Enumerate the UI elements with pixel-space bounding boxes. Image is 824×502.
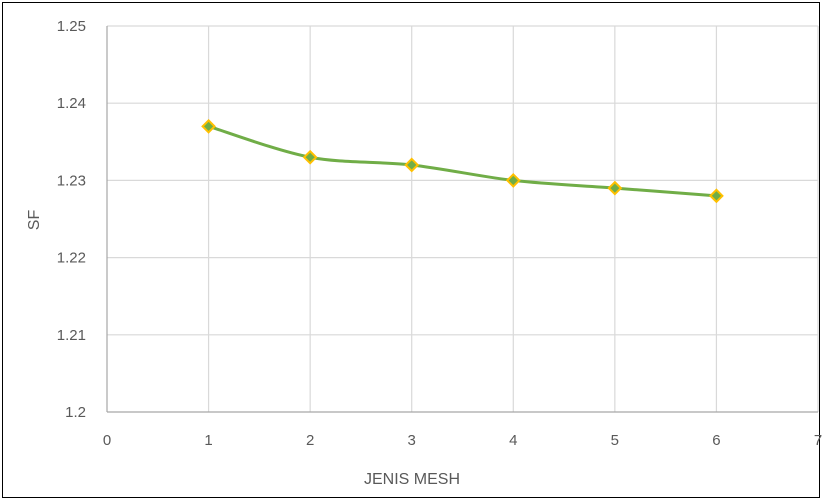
x-tick-label: 0 <box>103 432 111 449</box>
data-point-marker <box>709 188 724 204</box>
y-tick-label: 1.23 <box>57 172 86 189</box>
x-tick-label: 5 <box>611 432 619 449</box>
x-tick-label: 6 <box>712 432 720 449</box>
x-tick-label: 7 <box>814 432 822 449</box>
y-axis-title: SF <box>26 210 43 231</box>
y-tick-label: 1.25 <box>57 18 86 35</box>
gridlines <box>107 25 819 412</box>
y-tick-label: 1.22 <box>57 250 86 267</box>
x-tick-label: 3 <box>408 432 416 449</box>
y-tick-label: 1.21 <box>57 327 86 344</box>
data-point-marker <box>505 172 521 188</box>
y-tick-label: 1.2 <box>65 404 86 421</box>
data-point-marker <box>404 157 420 173</box>
x-axis-title: JENIS MESH <box>364 471 460 488</box>
x-tick-label: 4 <box>509 432 517 449</box>
x-tick-label: 2 <box>306 432 314 449</box>
y-tick-label: 1.24 <box>57 95 86 112</box>
data-point-marker <box>607 180 623 196</box>
series-group <box>201 118 724 204</box>
tick-labels: 1.2 1.21 1.22 1.23 1.24 1.25 0 1 2 3 4 5 6 7 <box>57 18 822 449</box>
data-point-marker <box>201 118 216 134</box>
data-point-marker <box>302 149 318 165</box>
series-line <box>208 124 717 198</box>
axes <box>106 26 818 413</box>
x-tick-label: 1 <box>204 432 212 449</box>
